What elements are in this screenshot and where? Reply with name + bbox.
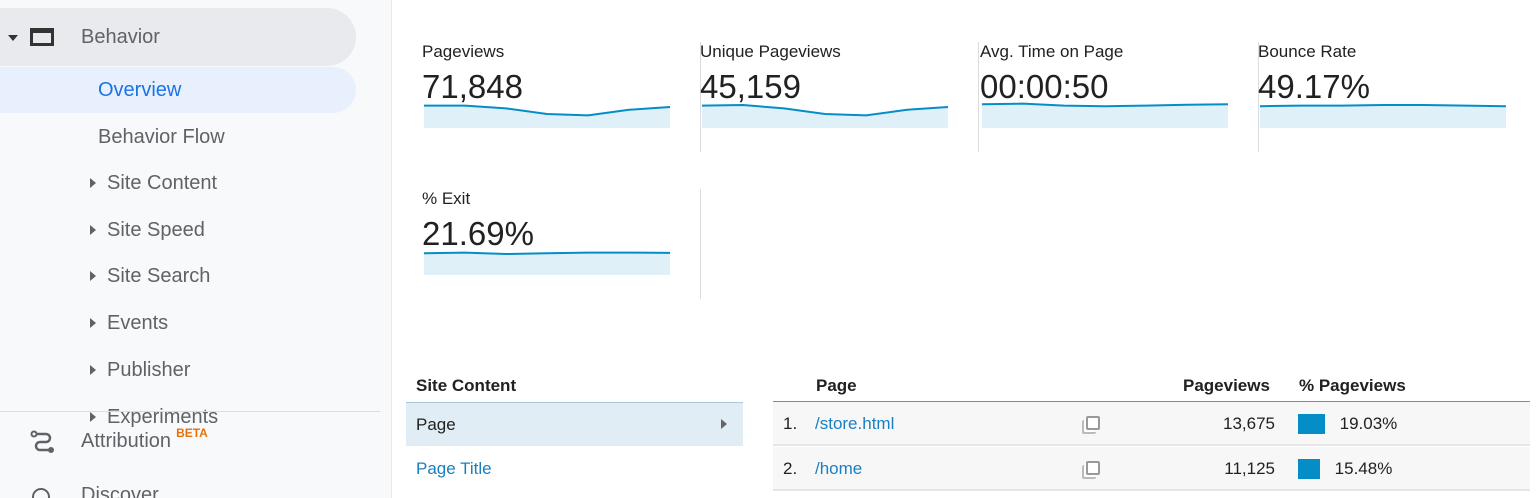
sparkline (424, 104, 670, 128)
sidebar-item-label: Events (107, 312, 169, 335)
sidebar-item-behavior-flow[interactable]: Behavior Flow (98, 126, 225, 148)
metric-value: 45,159 (700, 68, 801, 105)
sidebar-item-label: Discover (81, 484, 159, 498)
metric-avg-time-on-page[interactable]: Avg. Time on Page 00:00:50 (980, 42, 1259, 152)
row-number: 1. (783, 414, 798, 433)
caret-right-icon (90, 178, 96, 188)
attribution-icon (30, 430, 54, 453)
table-row: 2. /home 11,125 15.48% (773, 447, 1530, 491)
metric-value: 21.69% (422, 215, 534, 252)
metric--exit[interactable]: % Exit 21.69% (422, 189, 701, 299)
row-number: 2. (783, 459, 798, 478)
pct-value: 19.03% (1339, 414, 1398, 433)
sparkline (982, 102, 1228, 128)
sidebar-item-label: Site Search (107, 265, 211, 288)
table-row: 1. /store.html 13,675 19.03% (773, 402, 1530, 446)
sidebar-item-site-search[interactable]: Site Search (90, 265, 211, 288)
behavior-icon (30, 28, 54, 46)
chevron-right-icon (721, 419, 727, 429)
divider (773, 401, 1530, 402)
sidebar-item-attribution[interactable]: Attribution BETA (30, 426, 208, 453)
sparkline-line (702, 103, 948, 117)
sparkline (1260, 104, 1506, 128)
col-pageviews[interactable]: Pageviews (1183, 376, 1270, 395)
pct-value: 15.48% (1334, 459, 1393, 478)
sidebar-item-overview[interactable]: Overview (0, 67, 356, 113)
row-label: Page (416, 415, 456, 434)
caret-right-icon (90, 411, 96, 422)
site-content-page[interactable]: Page (406, 402, 743, 446)
page-link[interactable]: /home (815, 459, 863, 478)
open-external-icon[interactable] (1086, 416, 1100, 430)
page-link[interactable]: /store.html (815, 414, 895, 433)
col-page[interactable]: Page (816, 376, 857, 395)
sidebar-item-label: Behavior (81, 26, 160, 48)
beta-badge: BETA (176, 426, 208, 440)
sparkline (702, 103, 948, 128)
sparkline-area (424, 252, 670, 275)
sparkline (424, 251, 670, 275)
open-external-icon[interactable] (1086, 461, 1100, 475)
sparkline-line (1260, 104, 1506, 108)
metric-value: 49.17% (1258, 68, 1370, 105)
sidebar-item-label: Site Content (107, 172, 218, 194)
metric-value: 71,848 (422, 68, 523, 105)
sidebar-item-events[interactable]: Events (90, 312, 169, 335)
sparkline-line (424, 104, 670, 117)
sidebar-item-site-speed[interactable]: Site Speed (90, 218, 205, 242)
sparkline-line (424, 251, 670, 256)
sidebar-item-site-content[interactable]: Site Content (90, 172, 218, 195)
metric-bounce-rate[interactable]: Bounce Rate 49.17% (1258, 42, 1536, 152)
caret-right-icon (90, 318, 96, 329)
sparkline-area (982, 103, 1228, 128)
divider (0, 411, 380, 412)
sparkline-line (982, 102, 1228, 108)
col-pct-pageviews[interactable]: % Pageviews (1299, 376, 1406, 395)
share-bar (1298, 414, 1325, 434)
discover-icon (32, 488, 50, 498)
sidebar-item-label: Experiments (107, 405, 219, 428)
sidebar-item-label: Overview (98, 79, 182, 101)
caret-right-icon (90, 224, 96, 235)
sidebar-item-publisher[interactable]: Publisher (90, 358, 191, 382)
sidebar-item-behavior[interactable]: Behavior (0, 8, 356, 66)
pageviews-value: 11,125 (1224, 459, 1275, 478)
metric-label: Unique Pageviews (700, 42, 841, 61)
sidebar-item-discover[interactable]: Discover (30, 484, 159, 498)
pageviews-value: 13,675 (1223, 414, 1275, 433)
sidebar-item-label: Attribution (81, 430, 172, 452)
sidebar-item-label: Site Speed (107, 218, 205, 241)
site-content-page-title[interactable]: Page Title (406, 447, 743, 491)
caret-down-icon (8, 35, 18, 41)
sidebar: Behavior Overview Behavior Flow Site Con… (0, 0, 392, 498)
metric-label: Avg. Time on Page (980, 42, 1124, 61)
metric-label: Pageviews (422, 42, 505, 61)
sparkline-area (702, 105, 948, 128)
share-bar (1298, 459, 1320, 479)
metric-label: % Exit (422, 189, 471, 208)
metric-pageviews[interactable]: Pageviews 71,848 (422, 42, 701, 152)
sparkline-area (424, 105, 670, 128)
metric-label: Bounce Rate (1258, 42, 1357, 61)
site-content-header: Site Content (416, 376, 517, 395)
row-label: Page Title (416, 459, 492, 478)
caret-right-icon (90, 271, 96, 282)
sidebar-item-label: Publisher (107, 358, 191, 381)
metric-value: 00:00:50 (980, 68, 1109, 105)
sparkline-area (1260, 105, 1506, 128)
caret-right-icon (90, 364, 96, 375)
metric-unique-pageviews[interactable]: Unique Pageviews 45,159 (700, 42, 979, 152)
